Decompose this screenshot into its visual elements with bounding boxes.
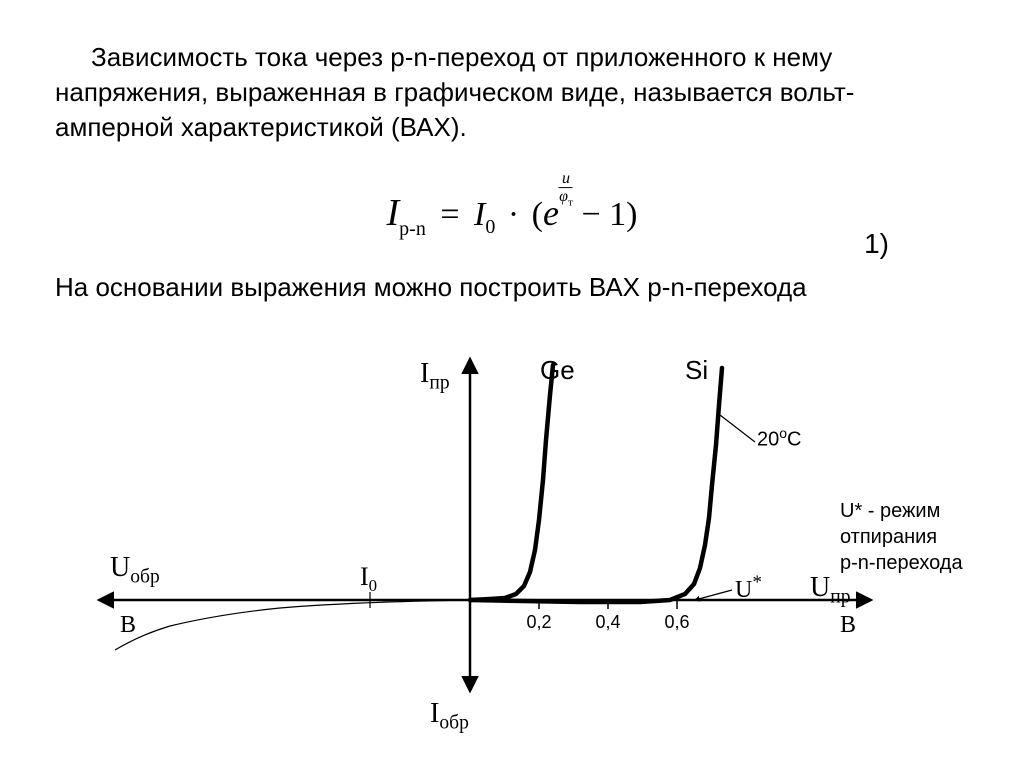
formula-open: (: [532, 196, 543, 233]
side-note-line1: U* - режим: [840, 498, 963, 524]
chart-svg: 0,2 0,4 0,6: [80, 350, 960, 750]
svg-text:0,6: 0,6: [664, 612, 689, 632]
formula-e: e: [543, 193, 559, 233]
formula-exponent: uφт: [559, 171, 573, 208]
iv-chart: 0,2 0,4 0,6 Iпр Iобр Uпр Uобр В В Ge Si 20…: [80, 350, 960, 750]
svg-text:0,4: 0,4: [595, 612, 620, 632]
svg-text:0,2: 0,2: [526, 612, 551, 632]
side-note-line2: отпирания: [840, 524, 963, 550]
label-i-reverse: Iобр: [430, 698, 469, 735]
slide-root: Зависимость тока через р-n-переход от пр…: [0, 0, 1024, 767]
formula-dot: ·: [508, 196, 519, 233]
label-volt-right: В: [840, 612, 856, 639]
label-si: Si: [685, 355, 708, 386]
paragraph-1-text: Зависимость тока через р-n-переход от пр…: [55, 42, 854, 142]
label-u-star: U*: [735, 572, 762, 604]
formula: Ip-n = I0 · (euφт − 1): [387, 191, 638, 239]
side-note-line3: p-n-перехода: [840, 550, 963, 576]
label-ge: Ge: [540, 355, 575, 386]
equation-number: 1): [864, 228, 889, 260]
paragraph-2-text: На основании выражения можно построить В…: [55, 272, 807, 302]
paragraph-1: Зависимость тока через р-n-переход от пр…: [55, 40, 925, 145]
paragraph-2: На основании выражения можно построить В…: [55, 270, 925, 305]
formula-pn-sub: p-n: [399, 218, 426, 240]
formula-eq: =: [440, 196, 459, 233]
label-i-forward: Iпр: [420, 358, 450, 395]
label-temperature: 20оС: [757, 425, 802, 452]
label-i0-tick: I0: [360, 562, 377, 596]
formula-I: I: [387, 192, 400, 234]
label-volt-left: В: [120, 612, 136, 639]
formula-minus1: − 1: [581, 196, 626, 233]
label-u-forward: Uпр: [810, 572, 851, 609]
formula-close: ): [626, 196, 637, 233]
label-u-reverse: Uобр: [110, 552, 160, 589]
side-note-u-star: U* - режим отпирания p-n-перехода: [840, 498, 963, 576]
formula-I0: I0: [474, 196, 495, 233]
